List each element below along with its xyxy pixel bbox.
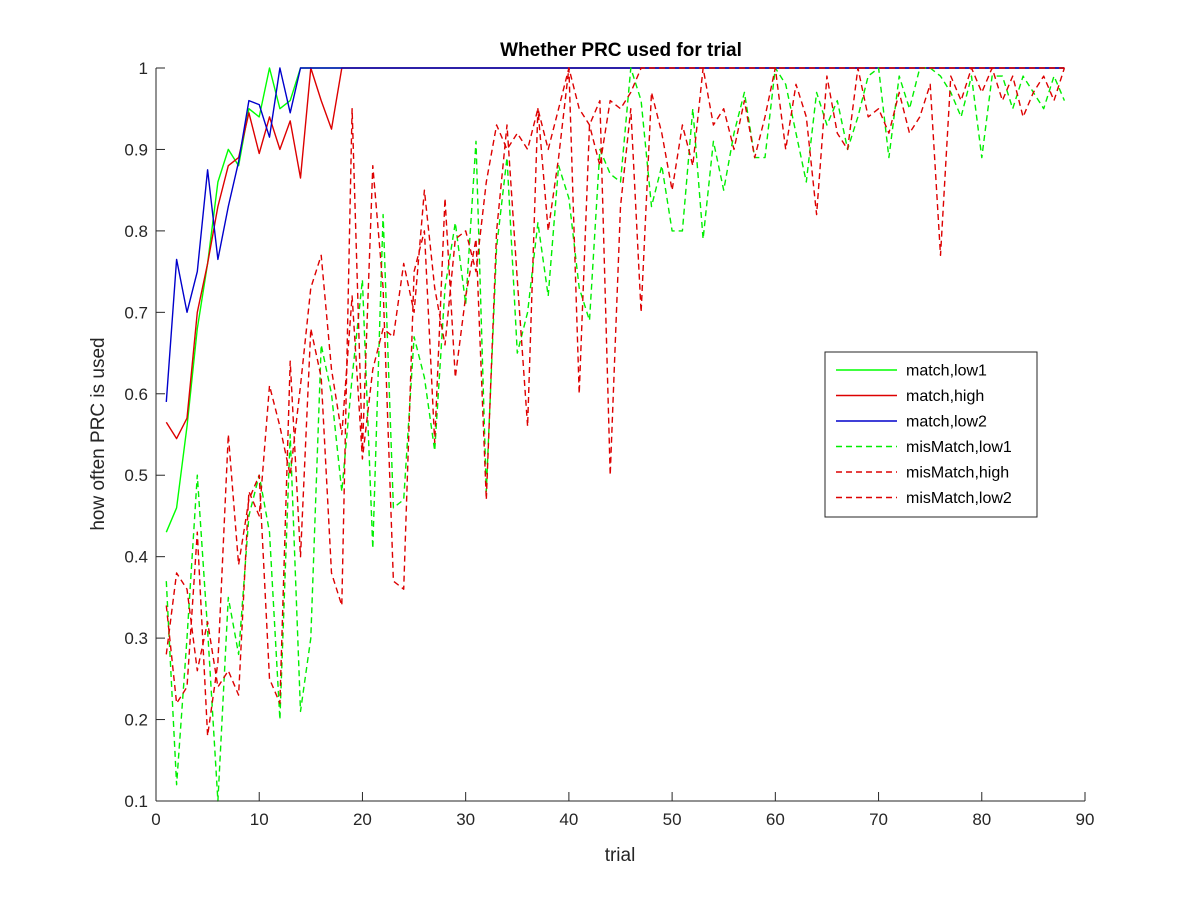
x-tick-label: 50: [663, 810, 682, 829]
legend-label: match,low1: [906, 363, 987, 380]
series-line-3: [165, 67, 1065, 402]
series-line-5: [165, 67, 1066, 737]
x-tick-label: 30: [456, 810, 475, 829]
legend-box: [824, 351, 1038, 518]
x-tick-label: 90: [1076, 810, 1095, 829]
x-tick-label: 40: [559, 810, 578, 829]
chart-title: Whether PRC used for trial: [500, 40, 742, 61]
axes-layer: [155, 68, 1085, 802]
legend-label: match,low2: [906, 414, 987, 431]
ticks-layer: 0 10 20 30 40 50 60 70 80 90 0.1 0.2 0.3 0.4 0.5 0.6 0.7…: [124, 59, 1094, 829]
x-tick-label: 60: [766, 810, 785, 829]
y-tick-label: 0.3: [124, 629, 148, 648]
legend-label: misMatch,low1: [906, 439, 1012, 456]
series-line-1: [165, 67, 1065, 533]
y-tick-label: 0.7: [124, 303, 148, 322]
x-tick-label: 20: [353, 810, 372, 829]
y-tick-label: 0.1: [124, 792, 148, 811]
y-tick-label: 0.9: [124, 140, 148, 159]
x-tick-label: 10: [250, 810, 269, 829]
x-tick-label: 0: [151, 810, 160, 829]
y-tick-label: 0.5: [124, 466, 148, 485]
series-layer: [165, 67, 1066, 802]
x-tick-label: 80: [972, 810, 991, 829]
y-tick-label: 0.6: [124, 385, 148, 404]
y-tick-label: 0.2: [124, 711, 148, 730]
legend: match,low1 match,high match,low2 misMatch,l…: [824, 351, 1038, 518]
series-line-6: [165, 67, 1065, 696]
x-axis-title: trial: [605, 845, 636, 866]
y-tick-label: 0.4: [124, 548, 148, 567]
legend-label: misMatch,low2: [906, 490, 1012, 507]
series-line-2: [165, 67, 1065, 440]
y-axis-title: how often PRC is used: [88, 337, 109, 530]
y-tick-label: 1: [139, 59, 148, 78]
legend-label: match,high: [906, 388, 984, 405]
x-tick-label: 70: [869, 810, 888, 829]
legend-label: misMatch,high: [906, 465, 1009, 482]
y-tick-label: 0.8: [124, 222, 148, 241]
series-line-4: [165, 67, 1066, 802]
